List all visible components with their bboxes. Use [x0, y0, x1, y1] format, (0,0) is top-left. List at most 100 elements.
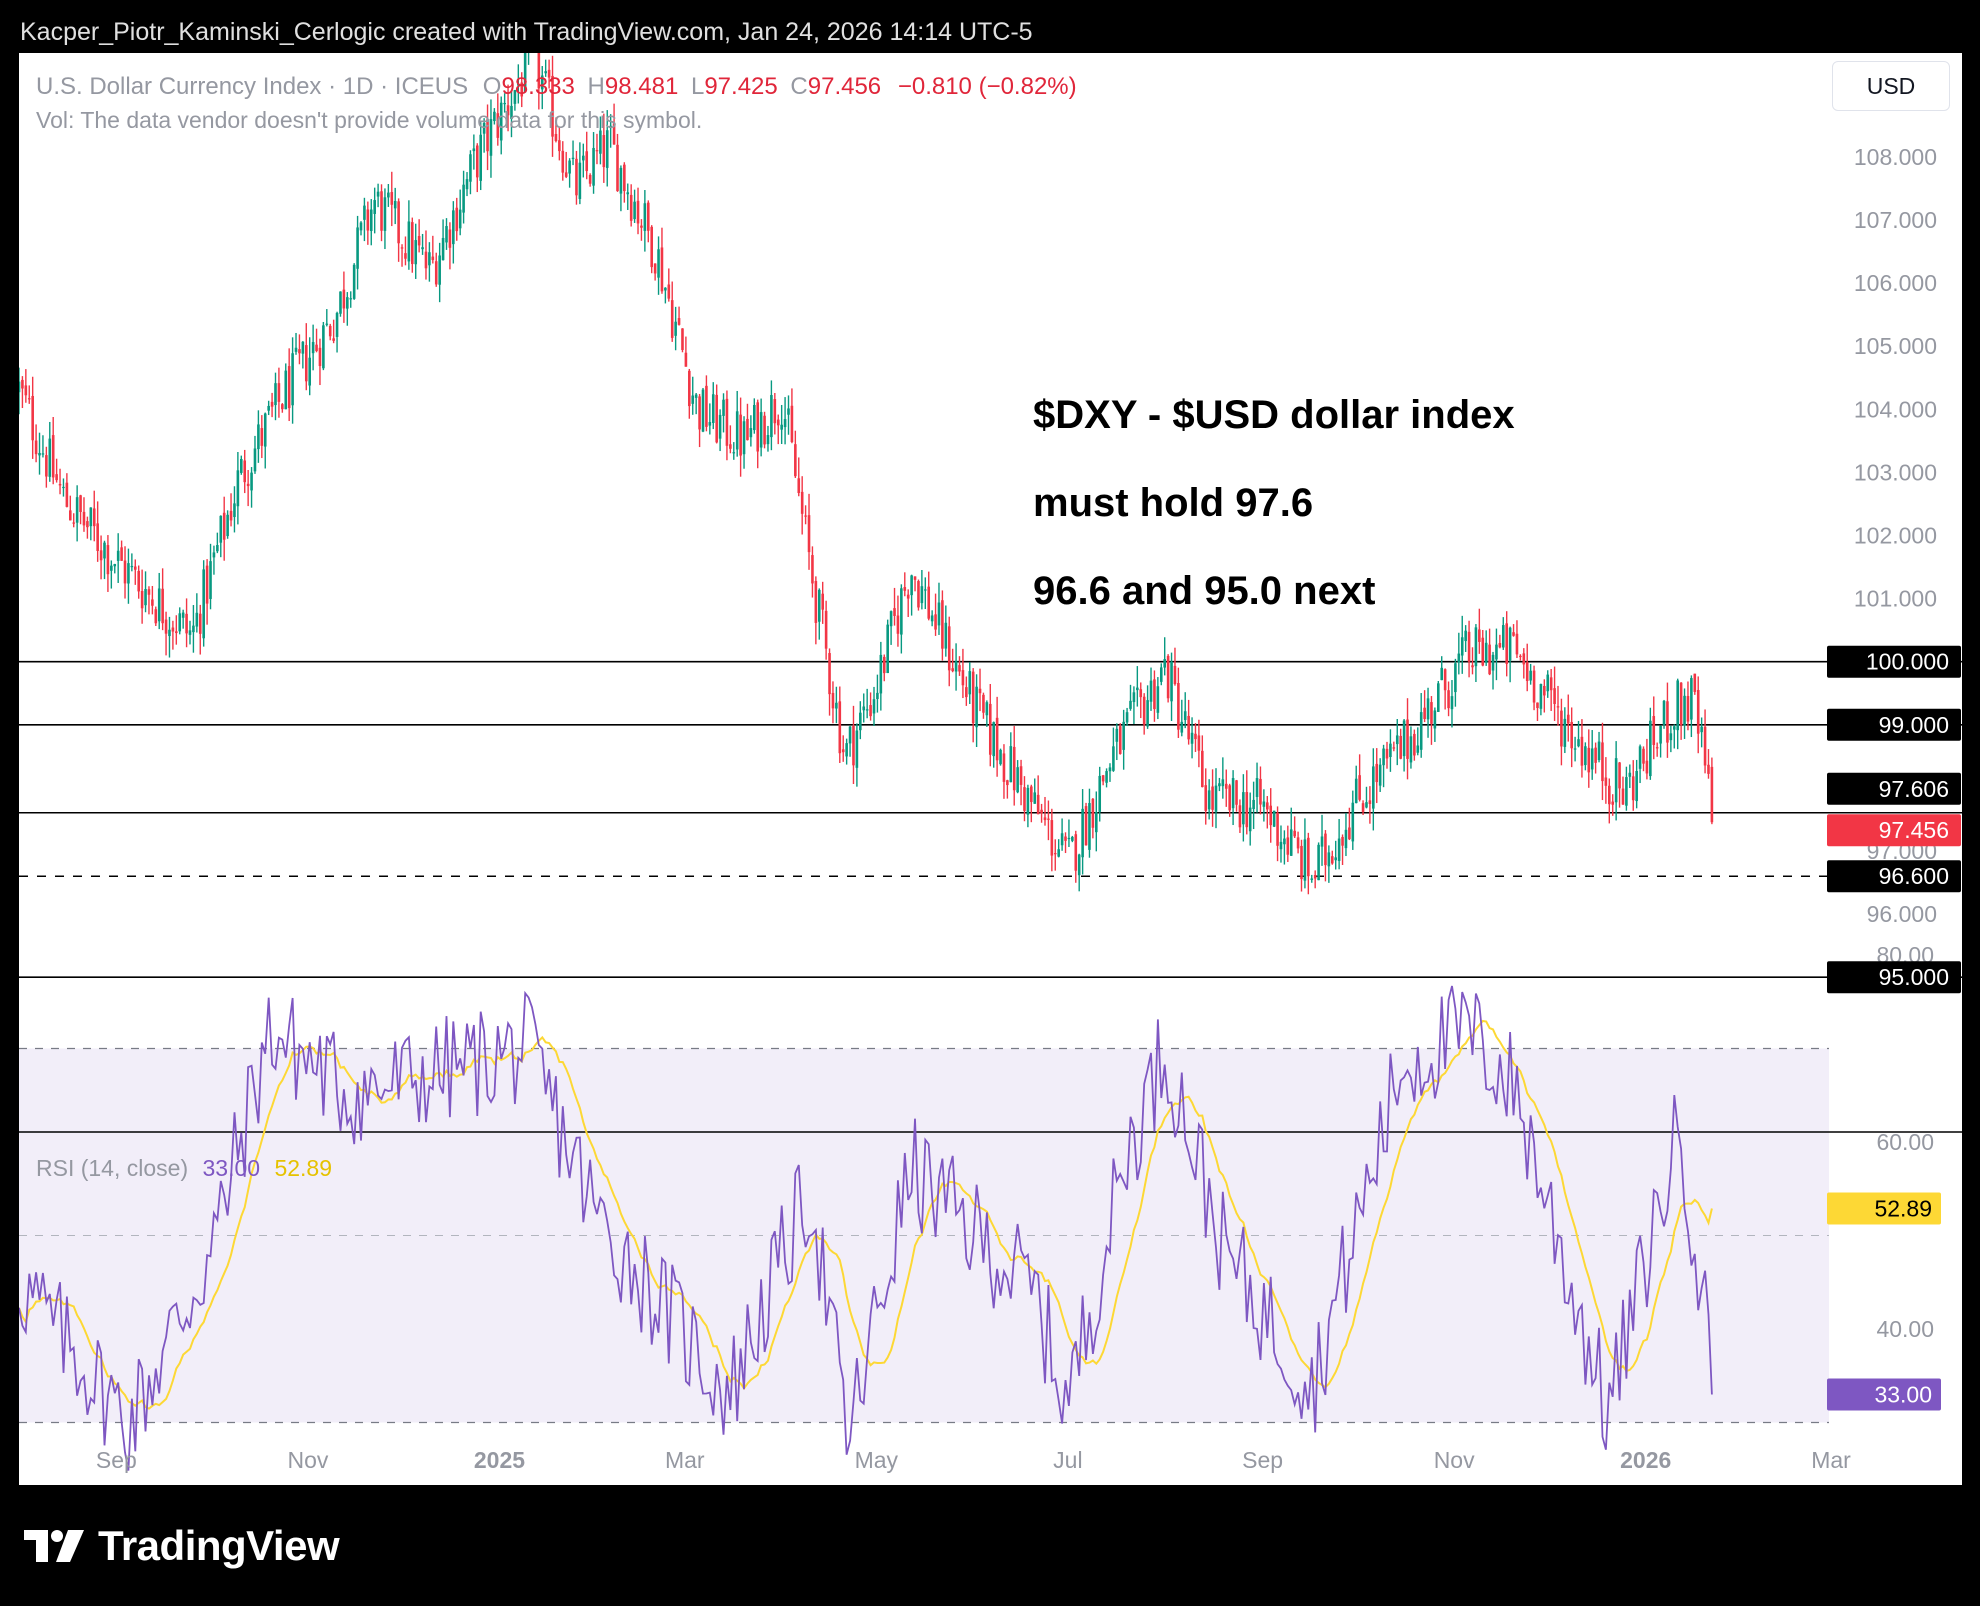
candle-body: [1621, 788, 1625, 805]
candle-body: [346, 297, 349, 309]
candle-body: [1019, 766, 1023, 785]
candle-body: [1378, 764, 1382, 786]
candle-body: [787, 408, 790, 415]
price-axis-label: 96.000: [1867, 901, 1937, 927]
candle-body: [650, 226, 653, 268]
tradingview-brand: TradingView: [98, 1522, 340, 1569]
candle-body: [653, 263, 657, 274]
candle-body: [1392, 747, 1396, 749]
candle-body: [349, 298, 353, 300]
candle-body: [1334, 857, 1337, 861]
candle-body: [1173, 665, 1177, 685]
candle-body: [1043, 817, 1047, 821]
candle-body: [876, 692, 879, 700]
candle-body: [1649, 720, 1652, 777]
candle-body: [718, 414, 722, 439]
candle-body: [1505, 623, 1508, 664]
candle-body: [797, 478, 801, 494]
candle-body: [705, 385, 708, 427]
candle-body: [1707, 764, 1710, 774]
candle-body: [455, 207, 459, 232]
candle-body: [1166, 655, 1170, 699]
level-tag-96.600: 96.600: [1879, 863, 1949, 889]
level-tag-100.000: 100.000: [1866, 649, 1949, 675]
candle-body: [188, 630, 192, 635]
tradingview-logo[interactable]: TradingView: [24, 1522, 340, 1570]
candle-body: [452, 210, 455, 245]
candle-body: [1266, 802, 1269, 810]
candle-body: [780, 424, 783, 430]
candle-body: [1201, 750, 1204, 788]
currency-button[interactable]: USD: [1832, 61, 1950, 111]
rsi-ma-tag-bg: [1827, 1192, 1941, 1225]
candle-body: [1317, 844, 1320, 881]
rsi-axis-label: 40.00: [1876, 1316, 1934, 1342]
candle-body: [1228, 785, 1231, 811]
candle-body: [1146, 700, 1149, 727]
candle-body: [1077, 854, 1081, 876]
volume-note: Vol: The data vendor doesn't provide vol…: [36, 107, 703, 133]
candle-body: [1573, 748, 1577, 750]
candle-body: [147, 589, 151, 595]
candle-body: [1710, 766, 1714, 823]
candle-body: [116, 550, 120, 561]
candle-body: [770, 395, 773, 438]
candle-body: [1440, 667, 1444, 681]
candle-body: [472, 148, 476, 152]
candle-body: [578, 162, 582, 199]
candle-body: [1248, 807, 1252, 832]
time-axis-label: Mar: [1811, 1447, 1851, 1473]
candle-body: [677, 318, 681, 325]
candle-body: [1163, 659, 1166, 668]
candle-body: [1279, 841, 1283, 850]
candle-body: [1631, 776, 1635, 801]
candle-body: [1112, 746, 1115, 771]
chart-svg[interactable]: 110.000109.000108.000107.000106.000105.0…: [19, 53, 1962, 1485]
candle-body: [1310, 878, 1314, 880]
candle-body: [304, 345, 308, 382]
candle-body: [1204, 785, 1208, 811]
candle-body: [971, 671, 975, 724]
candle-body: [766, 435, 770, 445]
rsi-label: RSI (14, close): [36, 1155, 189, 1181]
candle-body: [841, 749, 845, 753]
level-tag-95.000: 95.000: [1879, 964, 1949, 990]
candle-body: [140, 590, 144, 609]
candle-body: [1389, 743, 1392, 758]
candle-body: [903, 587, 907, 591]
candle-body: [352, 264, 356, 299]
price-axis-label: 104.000: [1854, 396, 1937, 422]
candle-body: [1115, 728, 1119, 742]
candle-body: [315, 344, 318, 352]
rsi-legend[interactable]: RSI (14, close) 33.00 52.89: [36, 1155, 332, 1182]
candle-body: [852, 726, 855, 766]
candle-body: [414, 240, 418, 265]
candle-body: [209, 561, 212, 599]
candle-body: [1245, 792, 1249, 828]
time-axis-label: Nov: [1434, 1447, 1475, 1473]
candle-body: [1211, 786, 1214, 810]
candle-body: [380, 191, 383, 231]
candle-body: [322, 325, 325, 369]
candle-body: [1679, 682, 1683, 726]
candle-body: [185, 613, 188, 634]
candle-body: [1655, 747, 1659, 749]
candle-body: [694, 394, 698, 398]
annotation-line-3: 96.6 and 95.0 next: [1033, 569, 1376, 613]
candle-body: [1139, 689, 1143, 698]
rsi-tag-bg: [1827, 1378, 1941, 1411]
last-price-tag: 97.456: [1879, 817, 1949, 843]
symbol-legend[interactable]: U.S. Dollar Currency Index · 1D · ICEUS …: [36, 73, 1077, 101]
candle-body: [1088, 803, 1091, 850]
candle-body: [294, 347, 298, 352]
candle-body: [763, 415, 766, 445]
candle-body: [434, 261, 438, 285]
candle-body: [1207, 790, 1211, 810]
candle-body: [195, 612, 199, 627]
candle-body: [1481, 637, 1485, 666]
candle-body: [862, 706, 866, 711]
candle-body: [684, 352, 688, 367]
candle-body: [267, 405, 270, 411]
candle-body: [1351, 802, 1355, 842]
candle-body: [1512, 632, 1515, 636]
